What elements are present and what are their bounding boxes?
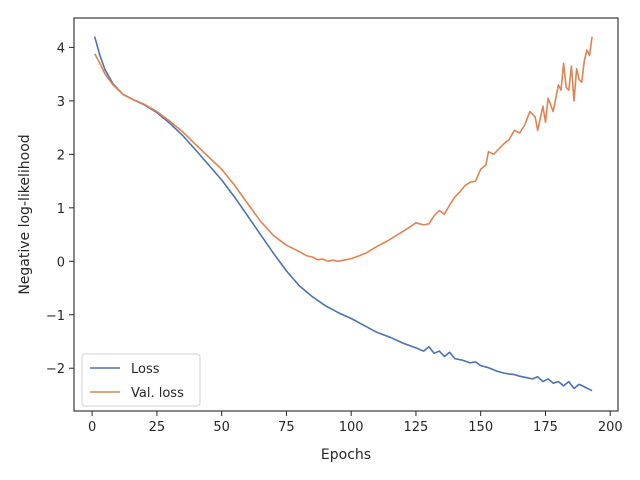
x-tick-label: 25	[149, 420, 166, 435]
legend: Loss Val. loss	[81, 353, 201, 407]
y-tick-label: 1	[57, 202, 65, 217]
x-tick-label: 175	[533, 420, 558, 435]
legend-label-1: Val. loss	[131, 386, 184, 401]
y-tick-label: −2	[46, 362, 65, 377]
y-tick-label: 0	[57, 255, 65, 270]
legend-box	[81, 353, 201, 407]
series-line-0	[93, 36, 593, 392]
x-tick-label: 100	[339, 420, 364, 435]
x-axis-label: Epochs	[321, 447, 371, 463]
y-axis-label: Negative log-likelihood	[17, 134, 33, 294]
plot-frame	[73, 17, 619, 412]
y-tick-label: 2	[57, 148, 65, 163]
x-axis-ticks: 0 25 50 75 100 125 150 175 200	[88, 411, 623, 435]
y-tick-label: 3	[57, 95, 65, 110]
legend-label-0: Loss	[131, 362, 160, 377]
x-tick-label: 75	[278, 420, 295, 435]
x-tick-label: 0	[88, 420, 96, 435]
x-tick-label: 150	[468, 420, 493, 435]
y-tick-label: 4	[57, 41, 65, 56]
x-tick-label: 200	[598, 420, 623, 435]
y-axis-ticks: −2 −1 0 1 2 3 4	[46, 41, 74, 377]
series-layer	[93, 36, 593, 392]
series-line-1	[93, 36, 593, 263]
x-tick-label: 125	[404, 420, 429, 435]
y-tick-label: −1	[46, 309, 65, 324]
x-tick-label: 50	[213, 420, 230, 435]
